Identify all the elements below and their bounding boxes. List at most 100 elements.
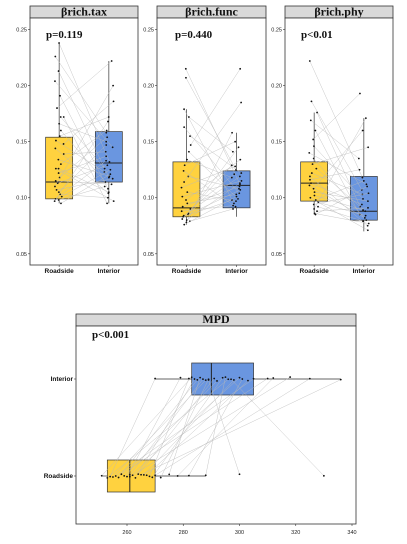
paired-line (314, 195, 364, 211)
paired-line (313, 118, 367, 210)
panel-3: MPD p<0.001 260 280 300 320 340 Roadside Interio… (44, 312, 357, 536)
data-point (185, 221, 188, 224)
data-point (105, 129, 108, 132)
data-point (107, 120, 109, 123)
data-point (272, 377, 275, 379)
data-point (55, 139, 57, 142)
data-point (241, 378, 244, 380)
data-point (105, 131, 108, 134)
paired-line (309, 152, 367, 185)
paired-line (183, 102, 242, 183)
paired-line (168, 377, 201, 475)
data-point (53, 200, 56, 203)
data-point (232, 208, 234, 210)
data-point (183, 223, 186, 226)
x-tick-label: 280 (179, 530, 188, 536)
data-point (239, 158, 242, 161)
data-point (232, 204, 235, 207)
data-point (168, 473, 171, 476)
paired-line (309, 169, 360, 181)
data-point (366, 224, 369, 227)
data-point (111, 146, 114, 149)
paired-line (185, 77, 237, 170)
data-point (366, 185, 369, 188)
data-point (235, 195, 238, 198)
data-point (186, 158, 188, 161)
paired-line (187, 189, 241, 215)
paired-line (177, 377, 274, 477)
data-point (106, 202, 108, 205)
data-point (313, 145, 315, 148)
data-point (107, 191, 110, 194)
data-point (234, 140, 237, 143)
data-point (308, 377, 311, 380)
paired-line (55, 148, 109, 194)
data-point (105, 144, 108, 146)
x-category-label: Roadside (45, 268, 75, 275)
paired-line (183, 126, 240, 194)
data-point (313, 194, 316, 197)
p-value-label: p<0.01 (301, 29, 333, 41)
data-point (106, 476, 109, 479)
data-point (107, 187, 109, 190)
data-point (311, 163, 314, 166)
data-point (366, 229, 369, 232)
paired-line (315, 180, 364, 201)
paired-line (57, 165, 108, 184)
paired-line (60, 130, 107, 165)
data-point (227, 378, 230, 381)
data-point (159, 476, 162, 479)
paired-line (112, 379, 206, 478)
data-point (128, 475, 131, 478)
data-point (240, 180, 243, 182)
data-point (110, 60, 113, 62)
paired-line (186, 159, 232, 178)
data-point (308, 60, 311, 62)
data-point (308, 152, 311, 154)
paired-line (186, 132, 233, 223)
paired-line (149, 378, 190, 477)
data-point (183, 126, 186, 129)
data-point (110, 183, 113, 186)
paired-line (188, 176, 240, 190)
data-point (365, 219, 368, 222)
paired-line (54, 85, 114, 187)
paired-line (129, 378, 204, 475)
data-point (103, 167, 106, 170)
data-point (230, 164, 233, 167)
data-point (235, 193, 238, 196)
data-point (60, 202, 62, 205)
data-point (134, 476, 137, 479)
x-tick-label: 300 (235, 530, 244, 536)
y-tick-label: 0.10 (271, 196, 282, 202)
data-point (238, 187, 240, 190)
paired-line (309, 60, 363, 178)
data-point (235, 200, 237, 203)
data-point (62, 143, 65, 145)
data-point (237, 197, 239, 200)
data-point (59, 163, 62, 166)
y-tick-label: 0.20 (271, 84, 282, 90)
data-point (309, 196, 312, 199)
y-tick-label: 0.25 (143, 28, 154, 34)
paired-line (60, 194, 108, 198)
paired-line (121, 378, 268, 475)
paired-line (184, 196, 237, 225)
data-point (238, 376, 241, 379)
data-point (185, 76, 187, 79)
data-point (57, 191, 60, 194)
data-point (109, 168, 112, 171)
plot-frame (156, 17, 267, 266)
box-interior (222, 170, 251, 209)
paired-line (183, 199, 233, 218)
data-point (111, 177, 114, 180)
data-point (58, 42, 60, 44)
data-point (309, 119, 312, 122)
data-point (238, 185, 241, 188)
paired-line (59, 137, 108, 178)
paired-line (205, 377, 226, 476)
panel-title: βrich.tax (61, 5, 107, 19)
x-category-label: Interior (98, 268, 121, 275)
paired-line (55, 56, 107, 133)
y-tick-label: 0.05 (16, 252, 27, 258)
